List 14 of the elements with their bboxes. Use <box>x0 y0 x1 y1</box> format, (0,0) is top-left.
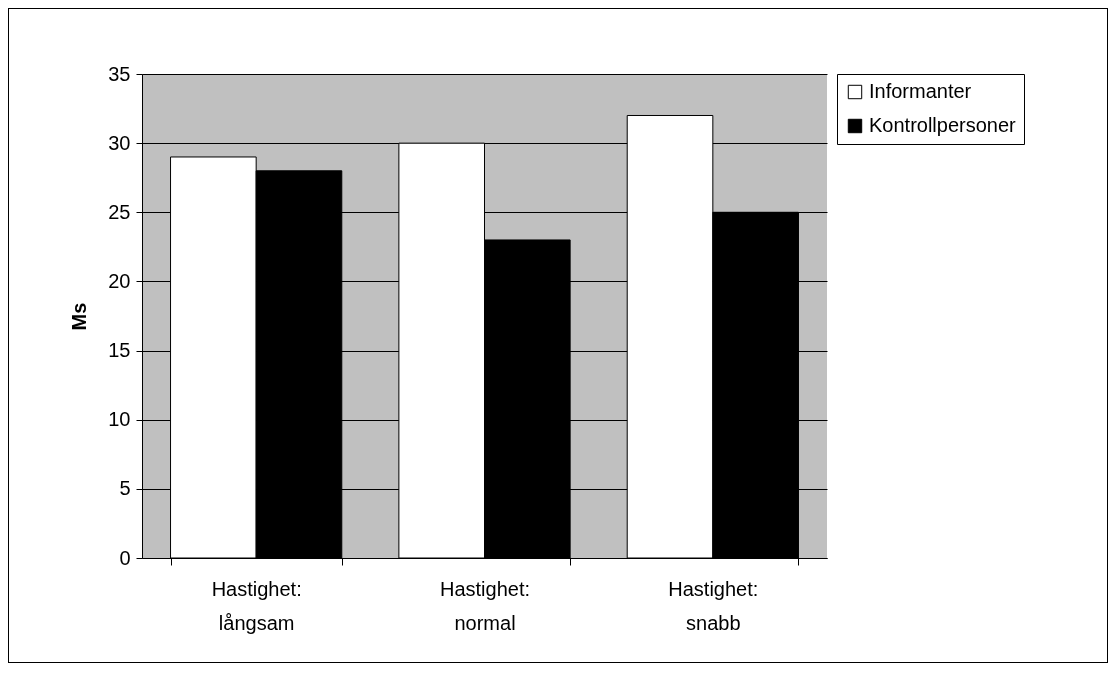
x-tick-label: Hastighet: snabb <box>668 577 759 634</box>
y-tick-label: 35 <box>108 62 131 85</box>
y-tick-label: 5 <box>119 477 131 500</box>
y-tick-label: 25 <box>108 200 131 223</box>
legend-label: Informanter <box>869 80 972 102</box>
legend-label: Kontrollpersoner <box>869 114 1017 136</box>
x-tick-label: Hastighet: långsam <box>211 577 302 634</box>
y-axis-title: Ms <box>68 302 91 331</box>
y-tick-label: 30 <box>108 131 131 154</box>
y-tick-label: 20 <box>108 269 131 292</box>
x-tick-label: Hastighet: normal <box>439 577 531 634</box>
y-tick-label: 0 <box>119 546 131 569</box>
y-tick-label: 15 <box>108 339 131 362</box>
y-tick-label: 10 <box>108 408 131 431</box>
